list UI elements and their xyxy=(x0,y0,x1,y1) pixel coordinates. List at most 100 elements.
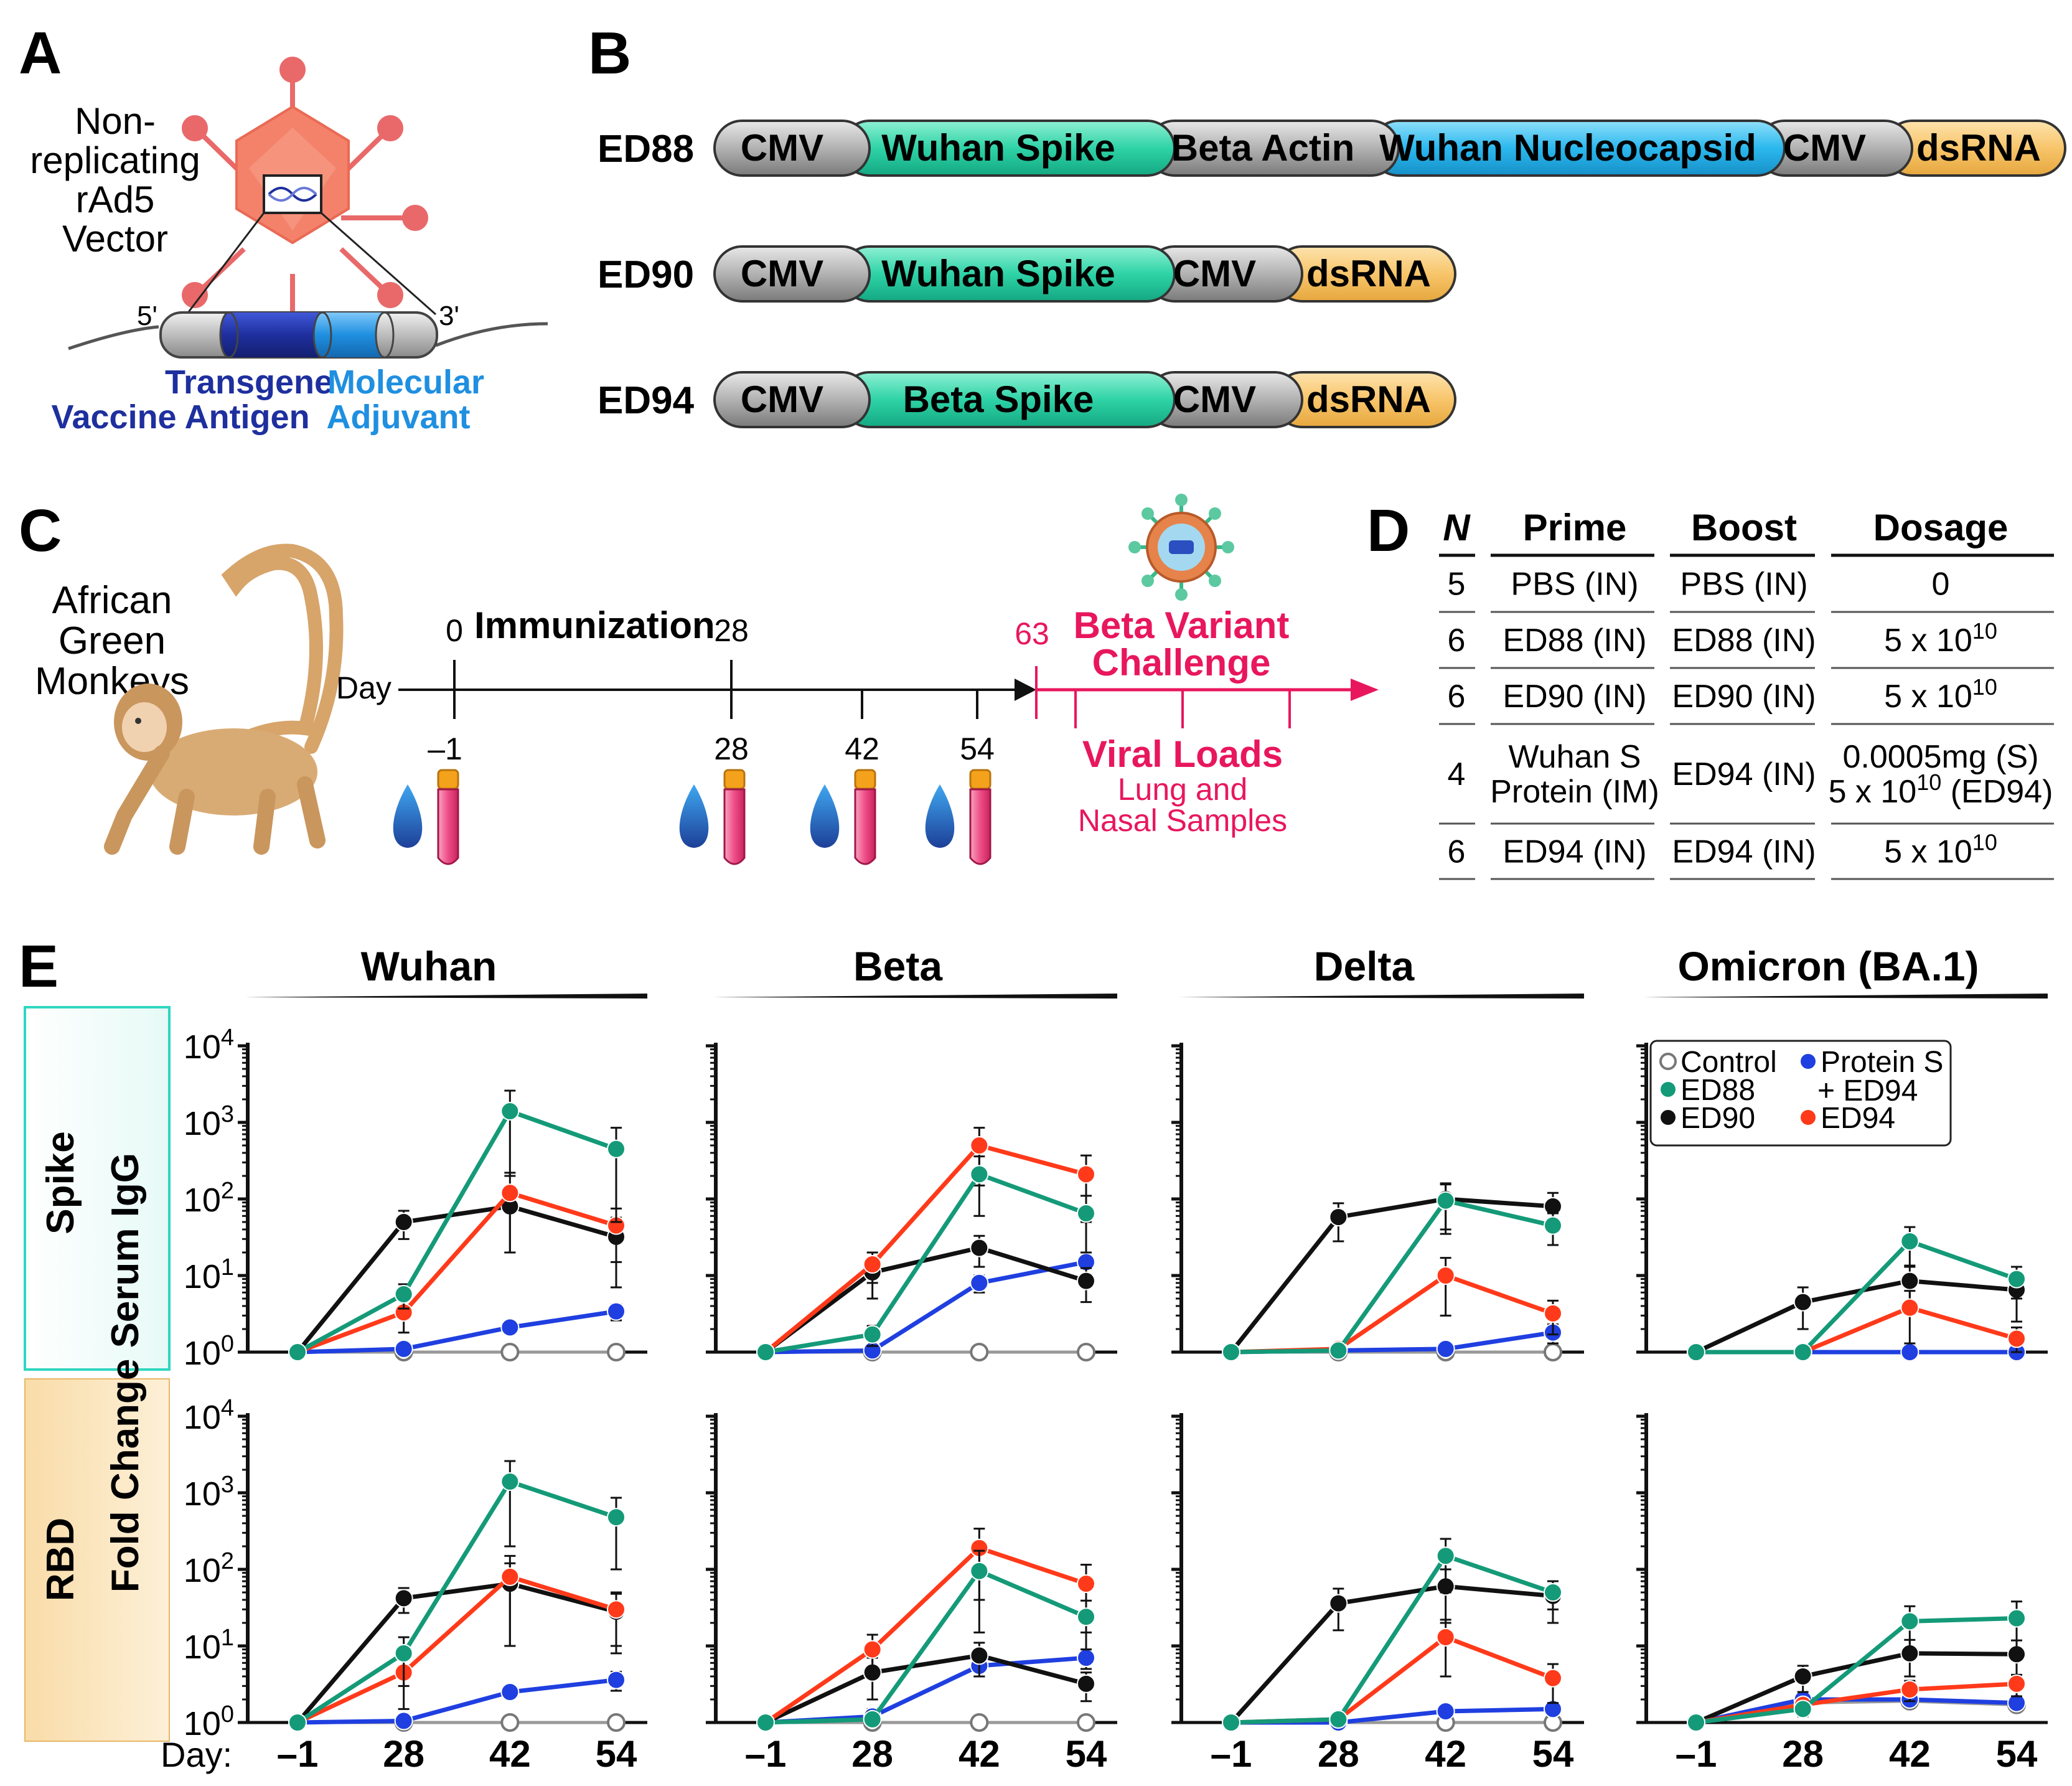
three-prime-label: 3' xyxy=(439,301,459,331)
data-point xyxy=(1900,1271,1920,1290)
table-header-prime: Prime xyxy=(1523,507,1627,548)
panel-b-letter: B xyxy=(588,20,631,87)
series-ed88 xyxy=(756,1549,1095,1732)
data-point xyxy=(756,1713,775,1732)
data-point xyxy=(607,1713,626,1732)
data-point xyxy=(863,1255,882,1274)
y-tick-label: 103 xyxy=(184,1101,234,1142)
data-point xyxy=(394,1643,413,1663)
day-axis-label: Day xyxy=(336,670,391,705)
viral-loads-label: Viral Loads xyxy=(1082,733,1283,775)
sample-pair-4 xyxy=(925,769,991,865)
data-point xyxy=(2007,1269,2026,1289)
data-point xyxy=(1077,1271,1095,1290)
data-point xyxy=(1544,1583,1562,1602)
panel-c-letter: C xyxy=(19,497,62,564)
segment-label: CMV xyxy=(1783,127,1866,169)
segment-label: dsRNA xyxy=(1916,127,2041,169)
legend-control-marker xyxy=(1659,1053,1677,1070)
series-line xyxy=(765,1259,1087,1355)
transgene-cassette xyxy=(68,311,548,359)
transgene-label: Transgene xyxy=(165,364,333,401)
series-line xyxy=(764,1653,1087,1725)
chart-rbd-1: –1 28 42 54 xyxy=(706,1413,1117,1775)
segment-label: CMV xyxy=(1173,253,1256,294)
species-line-1: African xyxy=(52,579,172,622)
adjuvant-label: Adjuvant xyxy=(326,398,470,436)
segment-cmv xyxy=(713,120,871,177)
blood-tube-icon xyxy=(969,788,991,865)
data-point xyxy=(1900,1612,1920,1631)
vector-line-1: Non- xyxy=(75,100,156,142)
blood-drop-icon xyxy=(393,784,423,848)
data-point xyxy=(756,1343,775,1361)
data-point xyxy=(1077,1674,1095,1693)
chart-spike-0: 100 101 102 103 104 xyxy=(184,1025,647,1372)
data-point xyxy=(394,1339,413,1358)
data-point xyxy=(1436,1627,1455,1647)
series-line xyxy=(296,1581,617,1724)
blood-drop-icon xyxy=(925,784,955,848)
x-tick-label: –1 xyxy=(745,1733,787,1775)
data-point xyxy=(1436,1266,1455,1285)
day28-top-label: 28 xyxy=(714,613,749,648)
data-point xyxy=(500,1318,520,1337)
series-line xyxy=(765,1172,1087,1355)
table-cell-n: 6 xyxy=(1448,679,1466,715)
tube-cap-icon xyxy=(723,769,746,790)
data-point xyxy=(970,1273,989,1292)
tube-cap-icon xyxy=(969,769,991,790)
x-tick-label: 42 xyxy=(959,1733,1000,1775)
column-title: Omicron (BA.1) xyxy=(1677,943,1979,989)
table-cell-n: 6 xyxy=(1448,623,1466,659)
bleed-day-3: 42 xyxy=(845,731,879,766)
table-cell-dosage: 0 xyxy=(1932,566,1950,603)
data-point xyxy=(607,1139,626,1159)
series-line xyxy=(1231,1553,1554,1725)
immunization-label: Immunization xyxy=(474,604,715,646)
segment-label: dsRNA xyxy=(1306,378,1431,420)
data-point xyxy=(500,1183,520,1203)
data-point xyxy=(1329,1208,1348,1227)
x-tick-label: –1 xyxy=(1676,1733,1717,1775)
data-point xyxy=(1329,1341,1348,1360)
construct-maps: ED88 CMV Wuhan Spike Beta Actin Wuhan Nucleo… xyxy=(598,120,2066,428)
segment-label: Wuhan Nucleocapsid xyxy=(1379,127,1756,169)
x-tick-label: 54 xyxy=(1532,1733,1574,1775)
legend-ed88-marker xyxy=(1661,1082,1676,1097)
table-cell-boost: ED90 (IN) xyxy=(1672,679,1816,715)
data-point xyxy=(970,1713,989,1732)
data-point xyxy=(394,1285,413,1304)
series-protein-s-ed94 xyxy=(1222,1323,1562,1361)
segment-label: dsRNA xyxy=(1306,253,1431,294)
chart-rbd-2: –1 28 42 54 xyxy=(1171,1413,1584,1775)
day-tick-label: Day: xyxy=(161,1735,232,1774)
series-line xyxy=(297,1678,617,1725)
data-point xyxy=(1436,1339,1455,1358)
data-point xyxy=(1222,1713,1240,1732)
tube-cap-icon xyxy=(437,769,459,790)
five-prime-label: 5' xyxy=(137,301,157,331)
y-tick-label: 103 xyxy=(184,1472,234,1513)
adenovirus-icon xyxy=(182,57,436,346)
column-title: Wuhan xyxy=(361,943,497,989)
y-tick-label: 104 xyxy=(184,1025,234,1066)
data-point xyxy=(1329,1594,1348,1613)
panel-c: C African Green Monkeys Day xyxy=(19,494,1379,865)
table-cell-dosage: 5 x 1010 xyxy=(1884,618,1997,659)
panel-a: A Non- replicating rAd5 Vector xyxy=(19,20,548,436)
data-point xyxy=(970,1646,989,1665)
series-line xyxy=(1696,1238,2018,1355)
x-tick-label: 28 xyxy=(851,1733,893,1775)
x-tick-label: –1 xyxy=(277,1733,319,1775)
segment-label: CMV xyxy=(1173,378,1256,420)
data-point xyxy=(394,1213,413,1232)
data-point xyxy=(500,1567,520,1586)
series-line xyxy=(1231,1198,1554,1355)
data-point xyxy=(607,1670,626,1690)
data-point xyxy=(970,1165,989,1184)
construct-name-ed94: ED94 xyxy=(598,379,695,422)
x-tick-label: 54 xyxy=(1996,1733,2038,1775)
